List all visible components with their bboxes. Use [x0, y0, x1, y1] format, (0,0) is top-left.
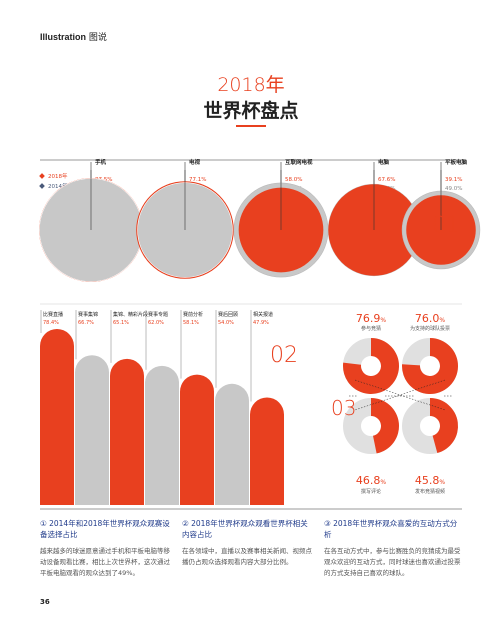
bar-label: 赛前分析 [183, 311, 203, 318]
content-bar [180, 374, 214, 505]
device-value-2018: 77.1% [189, 177, 206, 183]
bar-value: 54.0% [218, 320, 234, 326]
footer-col-body: 越来越多的球迷愿意通过手机和平板电脑等移动设备观看比赛，相比上次世界杯，这次通过… [40, 547, 170, 577]
title-year: 2018年 [217, 74, 285, 96]
donut-pct: % [380, 479, 386, 486]
donut-label: 撰写评论 [361, 488, 381, 495]
bar-label: 赛事专题 [148, 311, 168, 318]
device-value-2018: 58.0% [285, 177, 302, 183]
donut-value-arc [402, 338, 459, 394]
donut-value-arc [343, 338, 399, 394]
device-section: 2018年2014年手机87.5%86.2%电视77.1%72.9%互联网电视5… [39, 158, 481, 282]
donut-value-arc [371, 398, 400, 454]
device-name: 手机 [95, 158, 107, 166]
donut-label: 为支持的球队投票 [410, 325, 450, 332]
footer-col-2: ② 2018年世界杯观众观看世界杯相关内容占比 在各领域中，直播以及赛事相关新闻… [182, 518, 314, 568]
legend-label: 2018年 [48, 172, 68, 180]
bar-label: 赛事集锦 [78, 311, 98, 318]
section-number-02: 02 [270, 343, 298, 368]
content-bar-section: 比赛直播 78.4% 赛事集锦 66.7% 集锦、精彩片段 65.1% 赛事专题 62.0% 赛… [40, 310, 298, 505]
device-value-2018: 39.1% [445, 177, 462, 183]
content-bar [145, 365, 179, 505]
bar-value: 66.7% [78, 320, 94, 326]
device-name: 平板电脑 [445, 158, 468, 166]
donut-pct: % [380, 317, 386, 324]
device-name: 电视 [189, 158, 201, 166]
content-bar [75, 355, 109, 505]
bar-value: 65.1% [113, 320, 129, 326]
footer-col-3: ③ 2018年世界杯观众喜爱的互动方式分析 在各互动方式中，参与比赛胜负的竞猜成… [324, 518, 462, 579]
bar-label: 相关报道 [253, 311, 273, 318]
donut-value-arc [430, 398, 458, 454]
donut-value: 46.8% [356, 474, 387, 487]
bar-label: 赛后回顾 [218, 311, 238, 318]
donut-label: 参与竞猜 [361, 325, 381, 332]
device-name: 电脑 [378, 158, 390, 166]
legend-marker [39, 173, 45, 179]
donut-pct: % [439, 317, 445, 324]
bar-label: 比赛直播 [43, 311, 63, 318]
legend-label: 2014年 [48, 182, 68, 190]
footer-col-body: 在各领域中，直播以及赛事相关新闻、视频点播仍占观众选择观看内容大部分比例。 [182, 547, 312, 566]
donut-pct: % [439, 479, 445, 486]
donut-value: 45.8% [415, 474, 446, 487]
device-value-2018: 67.6% [378, 177, 395, 183]
header-zh: 图说 [88, 33, 107, 43]
device-name: 互联网电视 [285, 158, 313, 166]
bar-value: 47.9% [253, 320, 269, 326]
device-value-2014: 49.0% [445, 186, 462, 192]
bar-value: 62.0% [148, 320, 164, 326]
donut-cross-connector [354, 379, 446, 411]
content-bar [110, 358, 144, 505]
footer-col-title: ① 2014年和2018年世界杯观众观赛设备选择占比 [40, 519, 170, 539]
bar-value: 58.1% [183, 320, 199, 326]
donut-label: 发布竞猜视频 [415, 488, 445, 495]
page-number: 36 [40, 598, 50, 606]
section-number-01: 01 [432, 213, 460, 238]
footer-col-title: ② 2018年世界杯观众观看世界杯相关内容占比 [182, 519, 308, 539]
bar-label: 集锦、精彩片段 [113, 311, 148, 318]
footer-col-body: 在各互动方式中，参与比赛胜负的竞猜成为最受观众欢迎的互动方式，同时球迷也喜欢通过… [324, 547, 461, 577]
content-bar [40, 329, 74, 505]
content-bar [215, 383, 249, 505]
interaction-donut-section: 76.9%参与竞猜 76.0%为支持的球队投票 46.8%撰写评论 45.8%发布竞猜… [331, 312, 459, 495]
title-underline [236, 125, 266, 127]
footer-col-title: ③ 2018年世界杯观众喜爱的互动方式分析 [324, 519, 458, 539]
bar-value: 78.4% [43, 320, 59, 326]
page-header: Illustration 图说 [40, 30, 107, 43]
content-bar [250, 397, 284, 505]
legend-marker [39, 183, 45, 189]
page-title: 世界杯盘点 [203, 100, 299, 122]
circle-2018 [238, 187, 324, 273]
donut-value: 76.9% [356, 312, 387, 325]
donut-value: 76.0% [415, 312, 446, 325]
footer-col-1: ① 2014年和2018年世界杯观众观赛设备选择占比 越来越多的球迷愿意通过手机… [40, 518, 172, 579]
section-number-03: 03 [331, 396, 356, 420]
header-en: Illustration [40, 32, 87, 42]
